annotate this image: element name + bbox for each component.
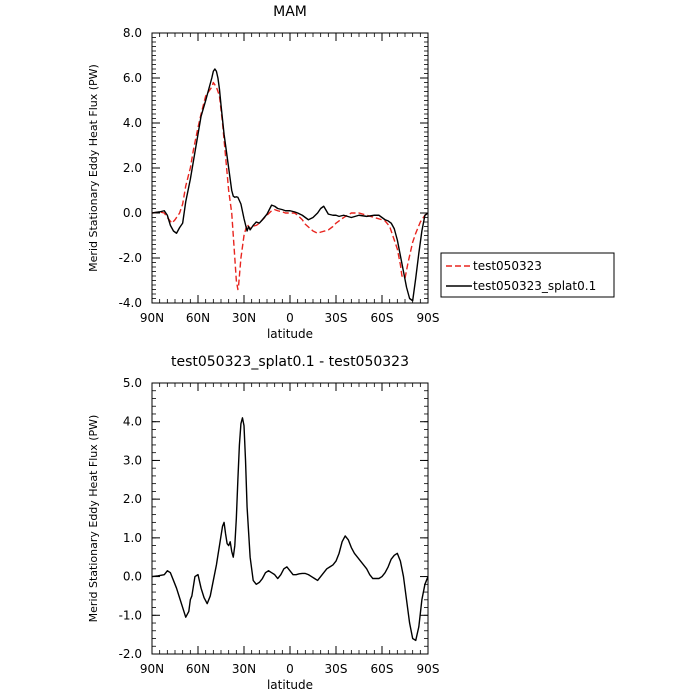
legend-label: test050323_splat0.1: [473, 279, 596, 293]
y-tick-label: -2.0: [119, 647, 142, 661]
y-axis-label: Merid Stationary Eddy Heat Flux (PW): [87, 64, 100, 272]
y-axis-label: Merid Stationary Eddy Heat Flux (PW): [87, 415, 100, 623]
chart-title: MAM: [273, 4, 307, 20]
x-tick-label: 0: [286, 311, 294, 325]
y-tick-label: 0.0: [123, 206, 142, 220]
chart-title: test050323_splat0.1 - test050323: [171, 354, 409, 370]
series-line-1: [151, 417, 429, 642]
y-tick-label: -2.0: [119, 251, 142, 265]
x-tick-label: 30N: [232, 311, 256, 325]
x-tick-label: 60N: [186, 662, 210, 676]
x-axis-label: latitude: [267, 327, 313, 341]
series-line-2: [151, 68, 429, 302]
y-tick-label: 4.0: [123, 116, 142, 130]
y-tick-label: 1.0: [123, 531, 142, 545]
x-tick-label: 90N: [140, 662, 164, 676]
y-tick-label: 3.0: [123, 453, 142, 467]
x-tick-label: 60S: [371, 662, 394, 676]
x-tick-label: 60N: [186, 311, 210, 325]
y-tick-label: 8.0: [123, 26, 142, 40]
y-tick-label: 2.0: [123, 492, 142, 506]
y-tick-label: 2.0: [123, 161, 142, 175]
plot-frame: [151, 32, 429, 304]
y-tick-label: -4.0: [119, 296, 142, 310]
series-line-1: [151, 81, 429, 291]
x-tick-label: 90S: [417, 311, 440, 325]
x-tick-label: 90S: [417, 662, 440, 676]
x-tick-label: 0: [286, 662, 294, 676]
y-tick-label: 0.0: [123, 570, 142, 584]
legend-label: test050323: [473, 259, 542, 273]
x-tick-label: 30S: [325, 662, 348, 676]
y-tick-label: -1.0: [119, 608, 142, 622]
x-tick-label: 30S: [325, 311, 348, 325]
y-tick-label: 4.0: [123, 415, 142, 429]
x-tick-label: 60S: [371, 311, 394, 325]
legend-box: [440, 252, 615, 298]
plot-frame: [151, 382, 429, 655]
x-tick-label: 30N: [232, 662, 256, 676]
y-tick-label: 5.0: [123, 376, 142, 390]
x-tick-label: 90N: [140, 311, 164, 325]
y-tick-label: 6.0: [123, 71, 142, 85]
x-axis-label: latitude: [267, 678, 313, 692]
